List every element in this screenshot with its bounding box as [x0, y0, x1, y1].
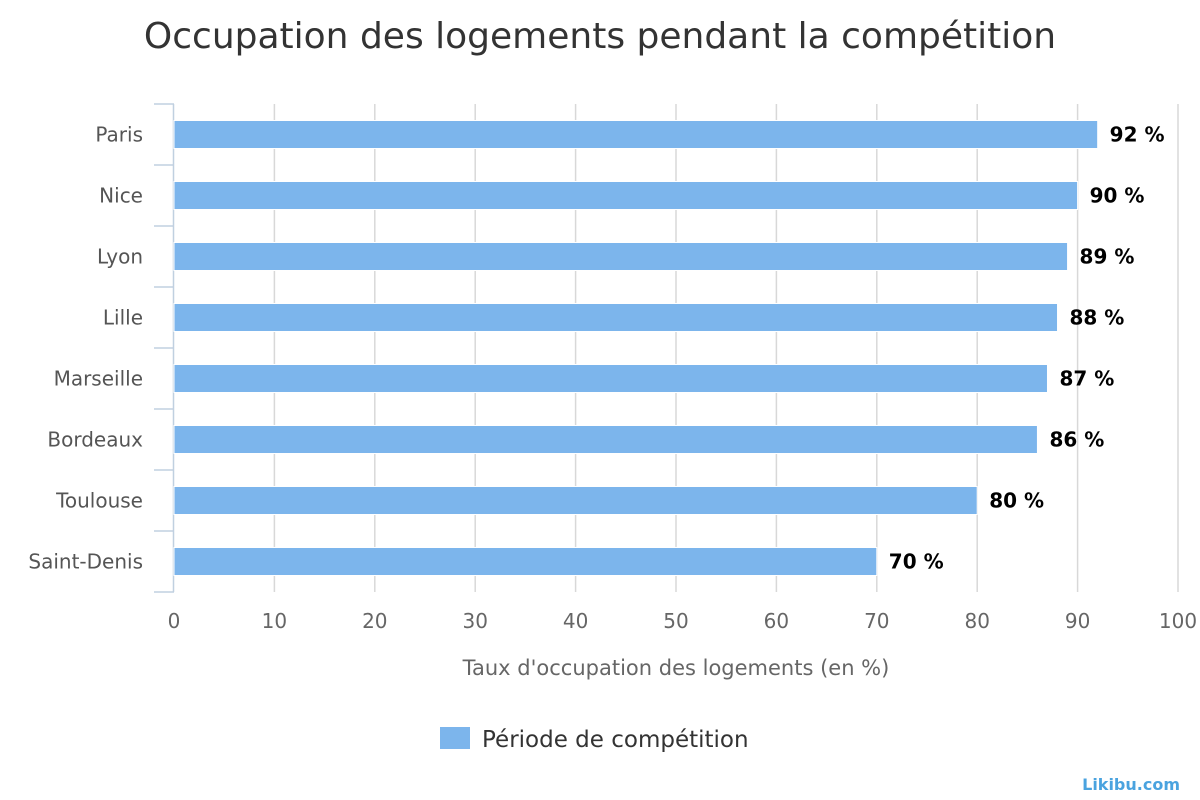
- bar-paris[interactable]: [173, 120, 1099, 149]
- bars: [173, 120, 1099, 576]
- category-label-toulouse: Toulouse: [55, 489, 143, 513]
- category-label-lille: Lille: [103, 306, 143, 330]
- category-label-lyon: Lyon: [97, 245, 143, 269]
- category-ticks: [154, 103, 174, 593]
- data-label-saint-denis: 70 %: [889, 550, 944, 574]
- data-label-lyon: 89 %: [1080, 245, 1135, 269]
- data-label-nice: 90 %: [1090, 184, 1145, 208]
- data-label-bordeaux: 86 %: [1049, 428, 1104, 452]
- category-label-saint-denis: Saint-Denis: [28, 550, 143, 574]
- gridlines: [172, 104, 1179, 592]
- x-tick-label-30: 30: [462, 609, 487, 633]
- bar-saint-denis[interactable]: [173, 547, 878, 576]
- chart-title: Occupation des logements pendant la comp…: [144, 16, 1056, 57]
- data-label-marseille: 87 %: [1059, 367, 1114, 391]
- category-labels: Paris Nice Lyon Lille Marseille Bordeaux Toulo…: [28, 123, 143, 574]
- bar-lille[interactable]: [173, 303, 1059, 332]
- category-label-paris: Paris: [95, 123, 143, 147]
- x-tick-label-100: 100: [1159, 609, 1197, 633]
- bar-toulouse[interactable]: [173, 486, 978, 515]
- bar-lyon[interactable]: [173, 242, 1069, 271]
- bar-nice[interactable]: [173, 181, 1079, 210]
- data-label-paris: 92 %: [1110, 123, 1165, 147]
- bar-bordeaux[interactable]: [173, 425, 1038, 454]
- category-label-marseille: Marseille: [54, 367, 143, 391]
- x-tick-label-10: 10: [262, 609, 287, 633]
- x-tick-label-90: 90: [1065, 609, 1090, 633]
- x-tick-label-20: 20: [362, 609, 387, 633]
- x-tick-labels: 0 10 20 30 40 50 60 70 80 90 100: [168, 609, 1197, 633]
- category-label-nice: Nice: [99, 184, 143, 208]
- x-tick-label-40: 40: [563, 609, 588, 633]
- data-label-lille: 88 %: [1070, 306, 1125, 330]
- data-label-toulouse: 80 %: [989, 489, 1044, 513]
- credit-link[interactable]: Likibu.com: [1082, 775, 1180, 794]
- bar-marseille[interactable]: [173, 364, 1048, 393]
- x-tick-label-70: 70: [864, 609, 889, 633]
- x-tick-label-0: 0: [168, 609, 181, 633]
- data-labels: 92 % 90 % 89 % 88 % 87 % 86 % 80 % 70 %: [889, 123, 1165, 574]
- x-tick-label-60: 60: [764, 609, 789, 633]
- legend-label: Période de compétition: [482, 727, 749, 753]
- x-tick-label-50: 50: [663, 609, 688, 633]
- x-axis-title: Taux d'occupation des logements (en %): [462, 656, 890, 680]
- legend[interactable]: Période de compétition: [440, 727, 749, 753]
- category-label-bordeaux: Bordeaux: [47, 428, 143, 452]
- x-tick-label-80: 80: [964, 609, 989, 633]
- legend-swatch: [440, 727, 470, 749]
